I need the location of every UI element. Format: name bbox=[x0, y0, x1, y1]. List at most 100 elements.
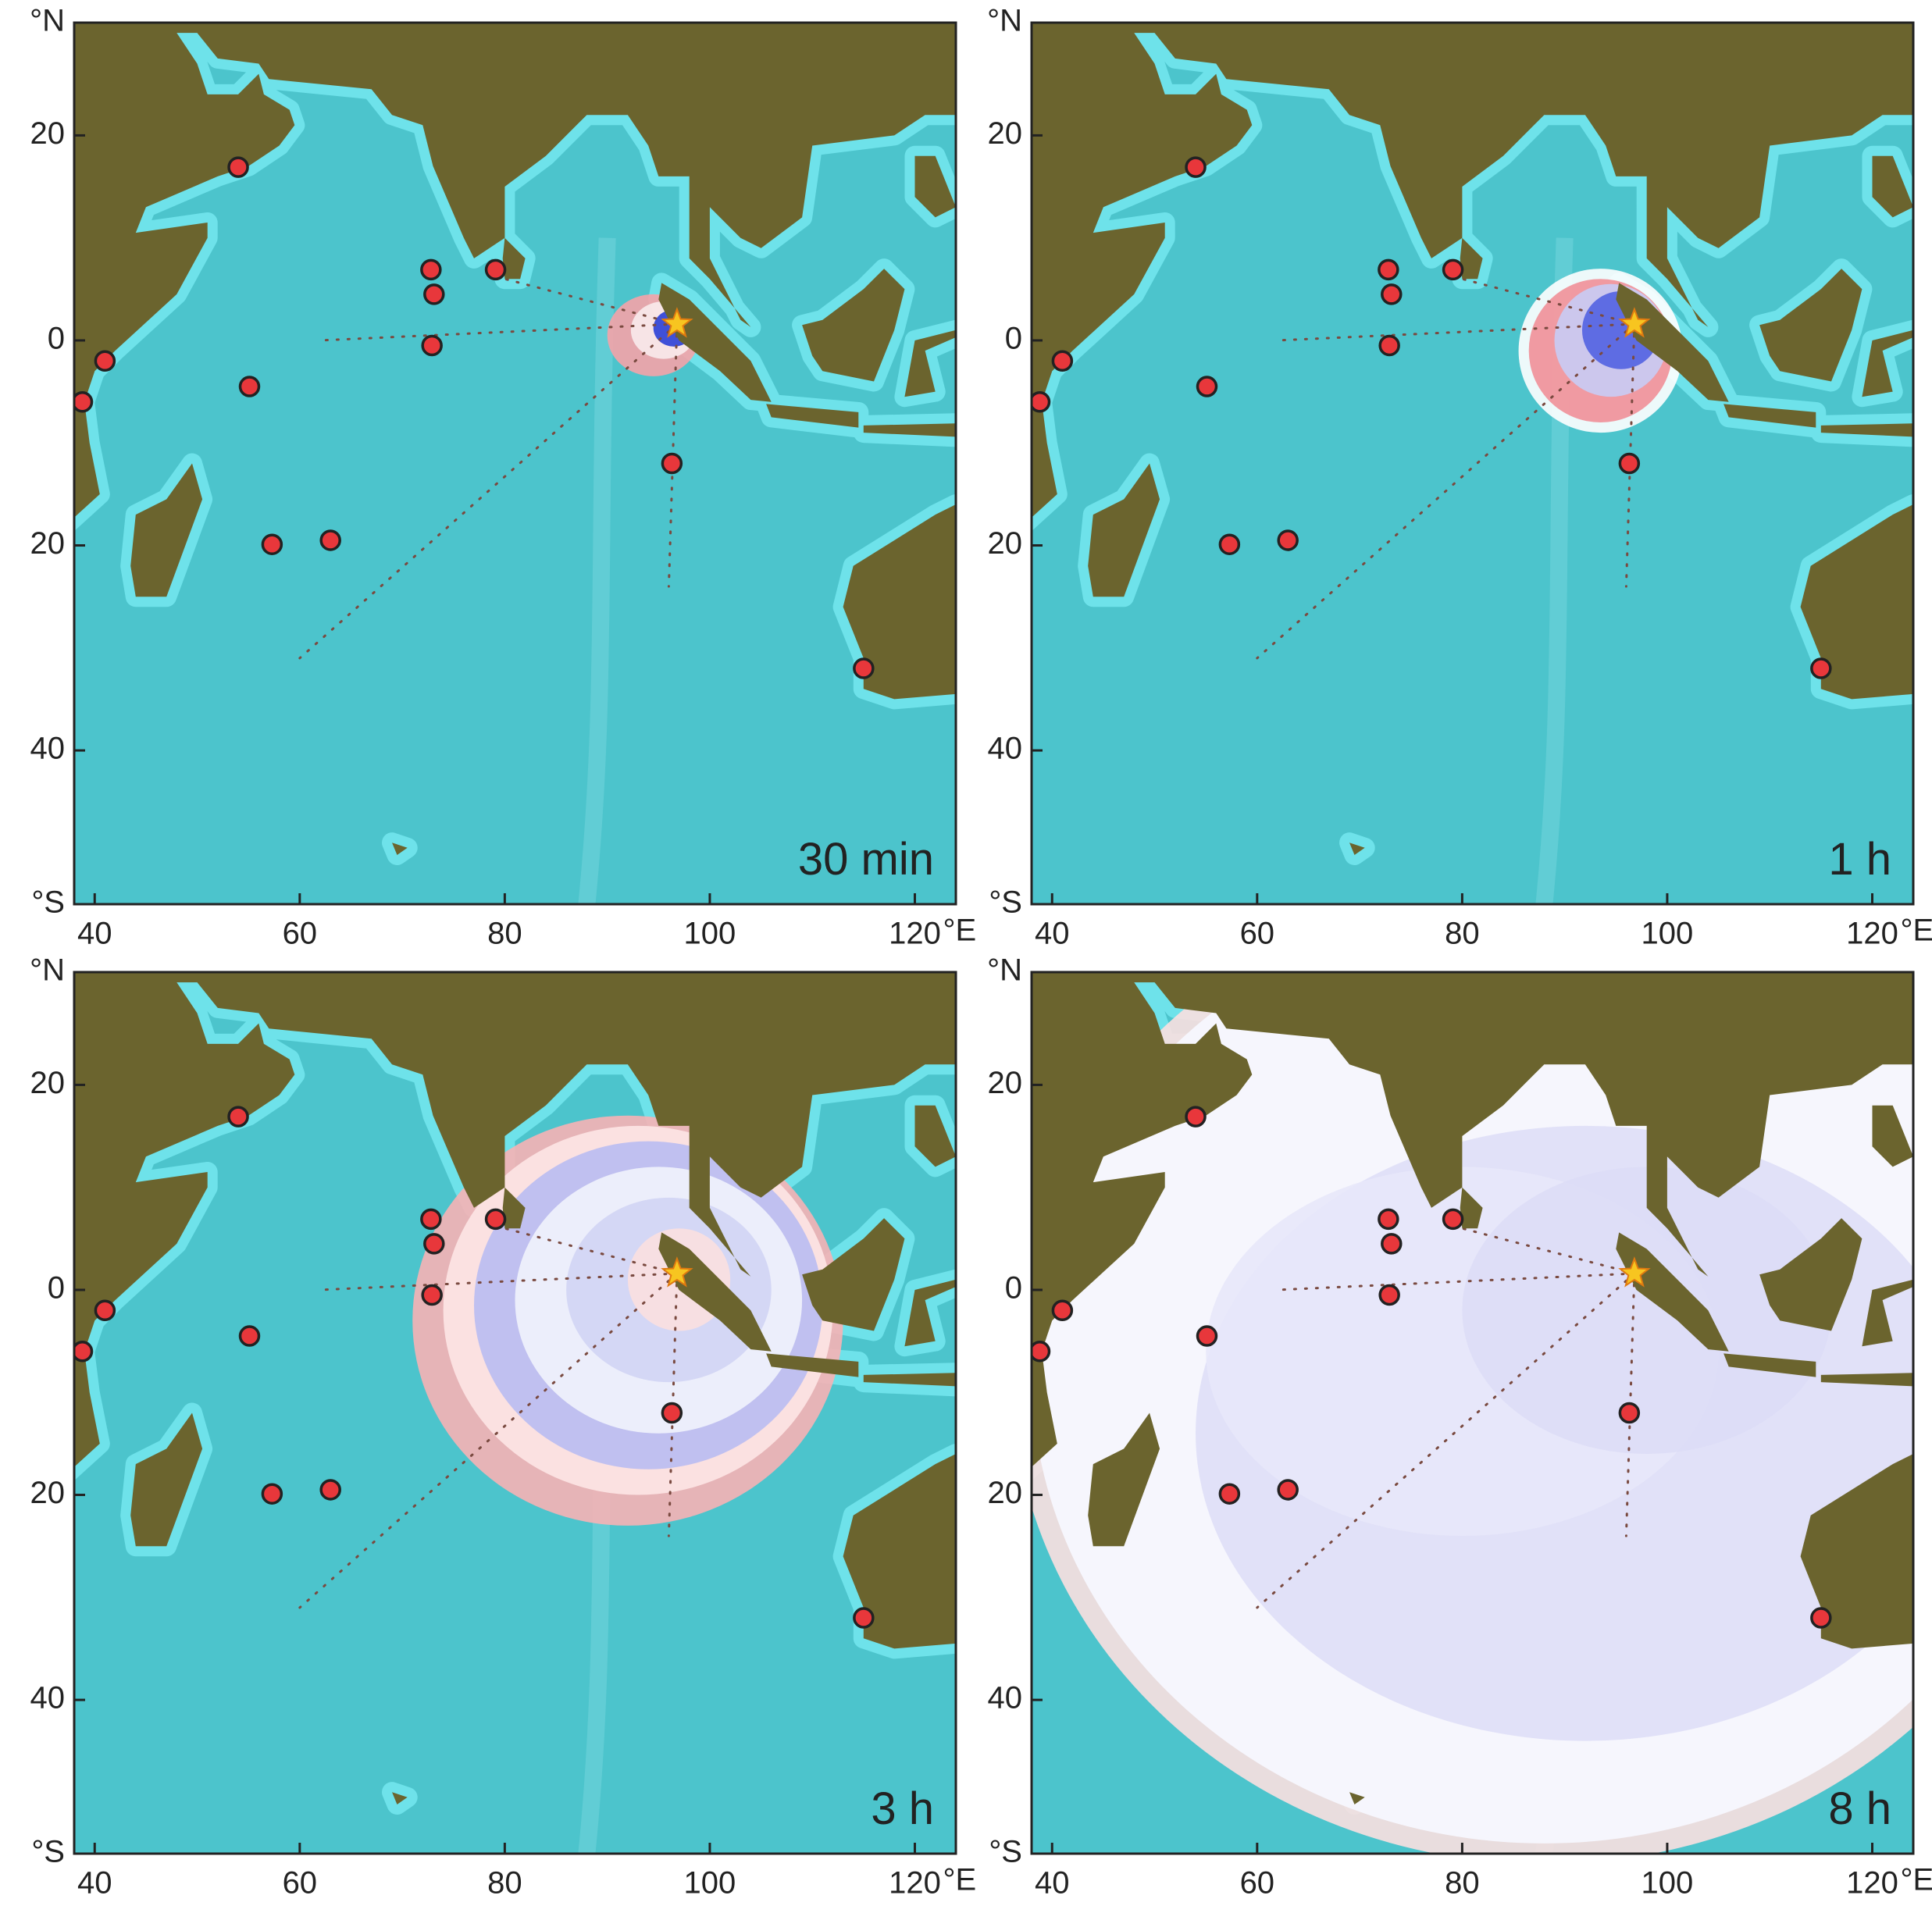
tide-gauge-station bbox=[421, 1284, 443, 1306]
tide-gauge-station bbox=[853, 657, 875, 679]
x-tick-label: 100 bbox=[1641, 917, 1694, 951]
x-unit: °E bbox=[943, 914, 976, 948]
y-tick-label: 20 bbox=[30, 116, 66, 151]
land bbox=[658, 1232, 772, 1352]
tide-gauge-station bbox=[420, 1208, 442, 1231]
tide-gauge-station bbox=[227, 156, 249, 178]
transect-line bbox=[1460, 277, 1636, 326]
x-tick-label: 100 bbox=[684, 917, 736, 951]
x-tick-label: 80 bbox=[487, 917, 522, 951]
tide-gauge-station bbox=[1218, 533, 1241, 555]
epicenter bbox=[661, 307, 693, 338]
epicenter bbox=[661, 1256, 693, 1288]
land bbox=[1616, 1232, 1729, 1352]
transect-line bbox=[1460, 1227, 1636, 1275]
tide-gauge-station bbox=[1378, 1208, 1399, 1231]
y-tick-label: 40 bbox=[30, 732, 66, 766]
tide-gauge-station bbox=[261, 533, 283, 555]
land bbox=[1872, 155, 1913, 218]
x-tick-label: 120 bbox=[889, 1866, 941, 1901]
tide-gauge-station bbox=[1378, 1284, 1400, 1306]
tide-gauge-station bbox=[420, 258, 442, 281]
map-panel: 1 h 40 60 80 100 120 °E °N 20 0 20 40 °S bbox=[987, 4, 1932, 951]
map-panel: 30 min 40 60 80 100 120 °E °N 20 0 20 40 °S bbox=[30, 4, 976, 951]
transect-line bbox=[1256, 1272, 1636, 1609]
x-tick-label: 80 bbox=[487, 1866, 522, 1901]
land bbox=[1862, 330, 1913, 397]
tide-gauge-station bbox=[1032, 1340, 1051, 1363]
y-tick-label: 20 bbox=[988, 1476, 1023, 1510]
land bbox=[1088, 1412, 1160, 1547]
tide-gauge-station bbox=[1810, 1607, 1832, 1629]
tide-gauge-station bbox=[1378, 334, 1400, 357]
map-area bbox=[1032, 23, 1913, 904]
tide-gauge-station bbox=[1277, 1479, 1299, 1501]
land bbox=[1349, 843, 1365, 855]
y-tick-label: 20 bbox=[988, 1066, 1023, 1100]
tide-gauge-station bbox=[1618, 1402, 1641, 1424]
tide-gauge-station bbox=[319, 1479, 341, 1501]
tide-gauge-station bbox=[74, 390, 94, 413]
map-panel: 3 h 40 60 80 100 120 °E °N 20 0 20 40 °S bbox=[30, 953, 976, 1901]
tide-gauge-station bbox=[853, 1607, 875, 1629]
y-tick-label: 0 bbox=[1005, 322, 1022, 356]
tide-gauge-station bbox=[261, 1483, 283, 1505]
ridge bbox=[578, 237, 616, 904]
tide-gauge-station bbox=[1196, 376, 1218, 397]
land bbox=[766, 404, 859, 428]
tide-gauge-station bbox=[1442, 1208, 1464, 1231]
x-tick-label: 60 bbox=[283, 1866, 318, 1901]
tide-gauge-station bbox=[1618, 452, 1641, 475]
x-unit: °E bbox=[1900, 1863, 1932, 1897]
transect-line bbox=[503, 277, 679, 326]
frame bbox=[73, 21, 957, 906]
tide-gauge-station bbox=[1381, 1233, 1403, 1255]
panel-label: 30 min bbox=[798, 834, 934, 885]
tide-gauge-station bbox=[661, 452, 683, 475]
y-tick-label: 20 bbox=[988, 116, 1023, 151]
tide-gauge-station bbox=[1051, 350, 1074, 372]
land bbox=[802, 269, 905, 382]
y-tick-label: °N bbox=[987, 953, 1022, 988]
x-tick-label: 80 bbox=[1445, 1866, 1480, 1901]
y-tick-label: °S bbox=[31, 1835, 65, 1869]
land bbox=[1723, 1353, 1816, 1377]
tide-gauge-station bbox=[421, 334, 443, 357]
tide-gauge-station bbox=[1185, 156, 1207, 178]
frame bbox=[73, 971, 957, 1855]
y-tick-label: °N bbox=[987, 4, 1022, 38]
land bbox=[130, 463, 203, 597]
transect-line bbox=[1256, 322, 1636, 660]
tide-gauge-station bbox=[74, 1340, 94, 1363]
tide-gauge-station bbox=[1185, 1106, 1207, 1127]
land bbox=[1460, 1187, 1483, 1229]
tide-gauge-station bbox=[238, 376, 261, 397]
land bbox=[843, 1454, 956, 1649]
x-tick-label: 40 bbox=[1035, 1866, 1070, 1901]
land bbox=[914, 155, 956, 218]
x-tick-label: 60 bbox=[1240, 1866, 1275, 1901]
x-tick-label: 100 bbox=[1641, 1866, 1694, 1901]
land bbox=[74, 972, 956, 1467]
land bbox=[1032, 23, 1913, 518]
tsunami-wave-field bbox=[1462, 1167, 1831, 1455]
tide-gauge-station bbox=[227, 1106, 249, 1127]
land bbox=[766, 1353, 859, 1377]
x-unit: °E bbox=[943, 1863, 976, 1897]
land bbox=[1800, 1454, 1913, 1649]
y-tick-label: °S bbox=[989, 885, 1022, 920]
x-tick-label: 100 bbox=[684, 1866, 736, 1901]
map-area bbox=[74, 23, 956, 904]
x-tick-label: 120 bbox=[1846, 1866, 1898, 1901]
x-tick-label: 80 bbox=[1445, 917, 1480, 951]
y-tick-label: 40 bbox=[988, 1681, 1023, 1715]
land bbox=[1820, 423, 1913, 437]
tide-gauge-station bbox=[1196, 1325, 1218, 1347]
map-area bbox=[74, 972, 956, 1854]
transect-line bbox=[1276, 322, 1636, 342]
tide-gauge-station bbox=[1218, 1483, 1241, 1505]
tide-gauge-station bbox=[423, 283, 445, 305]
y-tick-label: 40 bbox=[988, 732, 1023, 766]
y-tick-label: 0 bbox=[48, 322, 65, 356]
